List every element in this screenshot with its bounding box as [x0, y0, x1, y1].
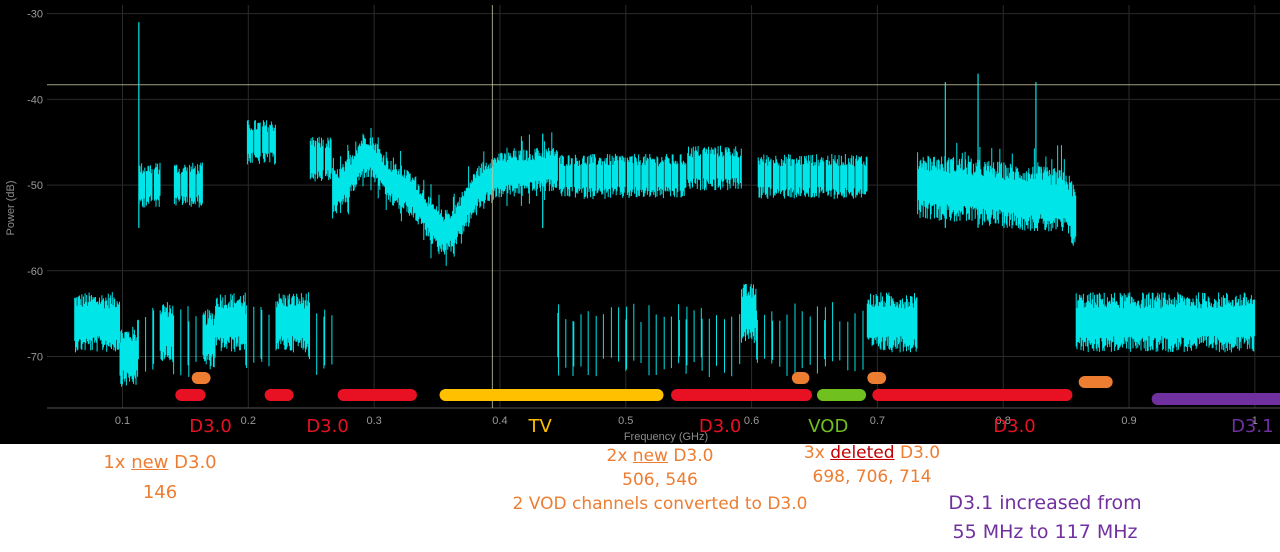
annotation-underlined: deleted: [830, 443, 895, 463]
x-tick-label: 1: [1252, 415, 1258, 427]
x-tick-label: 0.3: [366, 415, 381, 427]
band-bar: [867, 372, 887, 384]
band-bar: [671, 389, 812, 401]
band-label: TV: [528, 416, 553, 437]
x-axis-title: Frequency (GHz): [624, 431, 708, 443]
band-label: D3.0: [189, 416, 232, 437]
band-label: VOD: [808, 416, 848, 437]
x-tick-label: 0.1: [115, 415, 130, 427]
y-tick-label: -40: [27, 94, 43, 106]
band-bar: [872, 389, 1073, 401]
annotation-new-146-line1: 1x new D3.0: [80, 451, 240, 475]
band-label: D3.0: [306, 416, 349, 437]
x-tick-label: 0.2: [241, 415, 256, 427]
annotation-prefix: 2x: [606, 446, 633, 466]
x-tick-label: 0.7: [870, 415, 885, 427]
y-tick-label: -60: [27, 266, 43, 278]
band-bar: [791, 372, 810, 384]
band-label: D3.1: [1231, 416, 1274, 437]
annotation-deleted-line2: 698, 706, 714: [812, 467, 932, 487]
marker-lines: [47, 5, 1280, 408]
band-bar: [337, 389, 417, 401]
annotation-d31-line1: D3.1 increased from: [948, 492, 1142, 514]
annotation-underlined: new: [131, 452, 169, 473]
x-tick-label: 0.6: [744, 415, 759, 427]
band-bar: [439, 389, 664, 401]
x-tick-label: 0.8: [996, 415, 1011, 427]
annotation-new-146-line2: 146: [142, 482, 178, 503]
y-tick-label: -50: [27, 180, 43, 192]
annotation-new-506-line3: 2 VOD channels converted to D3.0: [512, 494, 808, 514]
annotation-d31-line2: 55 MHz to 117 MHz: [952, 521, 1138, 543]
annotation-new-146: 1x new D3.0 146: [80, 451, 240, 505]
annotation-suffix: D3.0: [168, 452, 217, 473]
x-tick-label: 0.5: [618, 415, 633, 427]
band-bar: [1151, 393, 1280, 405]
y-tick-label: -30: [27, 9, 43, 21]
y-axis-title: Power (dB): [5, 180, 17, 235]
band-bar: [191, 372, 211, 384]
axis-ticks: 0.1 0.2 0.3 0.4 0.5 0.6 0.7 0.8 0.9 1 -30 -40 -50 -60…: [27, 9, 1258, 427]
annotation-deleted-line1: 3x deleted D3.0: [782, 441, 962, 465]
annotation-new-506-line1: 2x new D3.0: [480, 444, 840, 468]
band-bar: [264, 389, 294, 401]
band-label: D3.0: [699, 416, 742, 437]
band-bar: [175, 389, 206, 401]
band-bars: [175, 372, 1280, 405]
annotation-prefix: 3x: [803, 443, 831, 463]
spectrum-chart: 0.1 0.2 0.3 0.4 0.5 0.6 0.7 0.8 0.9 1 -30 -40 -50 -60…: [0, 0, 1280, 444]
annotation-suffix: D3.0: [894, 443, 941, 463]
grid-lines: [47, 5, 1280, 409]
y-tick-label: -70: [27, 352, 43, 364]
band-bar: [816, 389, 867, 401]
annotation-d31: D3.1 increased from 55 MHz to 117 MHz: [925, 489, 1165, 547]
x-tick-label: 0.4: [492, 415, 507, 427]
band-bar: [1078, 376, 1113, 388]
spectrum-trace: [74, 22, 1256, 387]
annotation-underlined: new: [632, 446, 668, 466]
annotation-prefix: 1x: [103, 452, 132, 473]
annotation-suffix: D3.0: [667, 446, 714, 466]
band-label: D3.0: [993, 416, 1036, 437]
band-labels: D3.0 D3.0 TV D3.0 VOD D3.0 D3.1: [189, 416, 1273, 437]
spectrum-trace-body: [74, 120, 1256, 387]
x-tick-label: 0.9: [1121, 415, 1136, 427]
annotation-new-506: 2x new D3.0 506, 546 2 VOD channels conv…: [480, 444, 840, 516]
annotation-new-506-line2: 506, 546: [622, 470, 698, 490]
annotation-deleted: 3x deleted D3.0 698, 706, 714: [782, 441, 962, 489]
